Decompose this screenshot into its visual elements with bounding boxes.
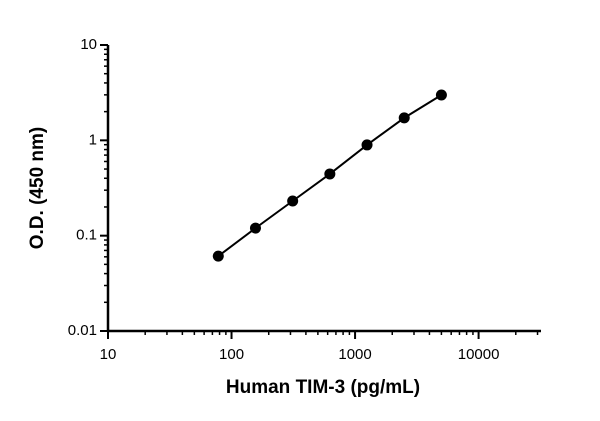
y-tick-label: 1 bbox=[89, 131, 97, 148]
y-axis-title: O.D. (450 nm) bbox=[27, 127, 48, 249]
y-tick-label: 0.01 bbox=[68, 322, 97, 339]
x-tick-label: 10 bbox=[100, 346, 117, 363]
data-point bbox=[361, 139, 373, 151]
data-point bbox=[287, 195, 299, 207]
y-tick-label: 0.1 bbox=[76, 227, 97, 244]
data-point bbox=[435, 89, 447, 101]
x-tick-label: 1000 bbox=[338, 346, 371, 363]
data-point bbox=[249, 222, 261, 234]
y-tick-label: 10 bbox=[80, 36, 97, 53]
data-point bbox=[398, 112, 410, 124]
x-tick-label: 100 bbox=[219, 346, 244, 363]
x-tick-label: 10000 bbox=[458, 346, 500, 363]
data-point bbox=[212, 250, 224, 262]
data-point bbox=[324, 168, 336, 180]
x-axis-title: Human TIM-3 (pg/mL) bbox=[226, 377, 420, 398]
